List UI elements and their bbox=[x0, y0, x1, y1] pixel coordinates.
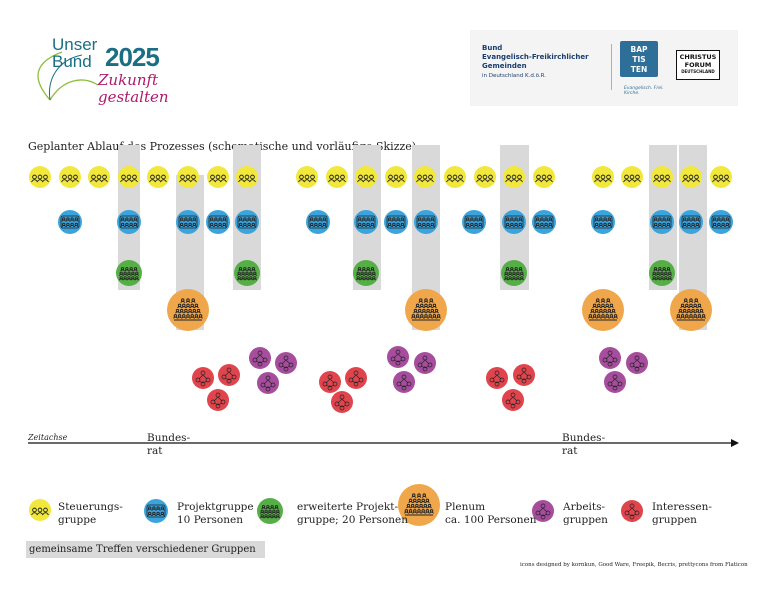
steuerung-group-icon bbox=[29, 166, 51, 188]
steuerung-group-icon bbox=[326, 166, 348, 188]
projekt-group-icon bbox=[144, 499, 168, 523]
plenum-group-icon bbox=[670, 289, 712, 331]
projekt-group-icon bbox=[235, 210, 259, 234]
projekt-group-icon bbox=[176, 210, 200, 234]
legend-arbeit-label: Arbeits-gruppen bbox=[563, 501, 608, 526]
bundesrat-label-1: Bundes-rat bbox=[147, 432, 191, 457]
christus-forum-logo: CHRISTUS FORUM DEUTSCHLAND bbox=[676, 50, 720, 80]
projekt-group-icon bbox=[306, 210, 330, 234]
interesse-group-icon bbox=[207, 389, 229, 411]
erweitert-group-icon bbox=[501, 260, 527, 286]
unser-bund-2025-logo: Unser Bund 2025 Zukunft gestalten bbox=[22, 30, 182, 108]
projekt-group-icon bbox=[414, 210, 438, 234]
logo-divider bbox=[611, 44, 612, 90]
steuerung-group-icon bbox=[621, 166, 643, 188]
projekt-group-icon bbox=[650, 210, 674, 234]
baptisten-logo: BAP TIS TEN bbox=[620, 41, 658, 77]
steuerung-group-icon bbox=[533, 166, 555, 188]
erweitert-group-icon bbox=[353, 260, 379, 286]
legend-plenum-label: Plenum ca. 100 Personen bbox=[445, 501, 537, 526]
arbeit-group-icon bbox=[387, 346, 409, 368]
arbeit-group-icon bbox=[393, 371, 415, 393]
interesse-group-icon bbox=[502, 389, 524, 411]
steuerung-group-icon bbox=[29, 499, 51, 521]
projekt-group-icon bbox=[679, 210, 703, 234]
befg-logo-text: Bund Evangelisch-Freikirchlicher Gemeind… bbox=[482, 44, 589, 79]
arbeit-group-icon bbox=[599, 347, 621, 369]
plenum-group-icon bbox=[582, 289, 624, 331]
steuerung-group-icon bbox=[710, 166, 732, 188]
legend-joint-meetings: gemeinsame Treffen verschiedener Gruppen bbox=[26, 541, 265, 558]
plenum-group-icon bbox=[398, 484, 440, 526]
legend-projekt-label: Projektgruppe 10 Personen bbox=[177, 501, 254, 526]
steuerung-group-icon bbox=[592, 166, 614, 188]
steuerung-group-icon bbox=[474, 166, 496, 188]
legend-erweitert-label: erweiterte Projekt-gruppe; 20 Personen bbox=[297, 501, 409, 526]
projekt-group-icon bbox=[532, 210, 556, 234]
steuerung-group-icon bbox=[88, 166, 110, 188]
icon-credit: icons designed by kornkun, Good Ware, Fr… bbox=[520, 562, 748, 568]
logo-year: 2025 bbox=[105, 42, 160, 72]
interesse-group-icon bbox=[331, 391, 353, 413]
steuerung-group-icon bbox=[651, 166, 673, 188]
projekt-group-icon bbox=[384, 210, 408, 234]
steuerung-group-icon bbox=[147, 166, 169, 188]
steuerung-group-icon bbox=[503, 166, 525, 188]
projekt-group-icon bbox=[502, 210, 526, 234]
projekt-group-icon bbox=[58, 210, 82, 234]
projekt-group-icon bbox=[709, 210, 733, 234]
steuerung-group-icon bbox=[118, 166, 140, 188]
timeline-arrow-icon bbox=[731, 439, 739, 447]
projekt-group-icon bbox=[591, 210, 615, 234]
interesse-group-icon bbox=[621, 500, 643, 522]
steuerung-group-icon bbox=[385, 166, 407, 188]
interesse-group-icon bbox=[513, 364, 535, 386]
steuerung-group-icon bbox=[59, 166, 81, 188]
interesse-group-icon bbox=[192, 367, 214, 389]
erweitert-group-icon bbox=[234, 260, 260, 286]
arbeit-group-icon bbox=[626, 352, 648, 374]
interesse-group-icon bbox=[218, 364, 240, 386]
erweitert-group-icon bbox=[257, 498, 283, 524]
erweitert-group-icon bbox=[116, 260, 142, 286]
arbeit-group-icon bbox=[257, 372, 279, 394]
legend-interesse-label: Interessen-gruppen bbox=[652, 501, 712, 526]
projekt-group-icon bbox=[462, 210, 486, 234]
erweitert-group-icon bbox=[649, 260, 675, 286]
partner-logos: Bund Evangelisch-Freikirchlicher Gemeind… bbox=[470, 30, 738, 106]
arbeit-group-icon bbox=[604, 371, 626, 393]
arbeit-group-icon bbox=[275, 352, 297, 374]
arbeit-group-icon bbox=[532, 500, 554, 522]
projekt-group-icon bbox=[354, 210, 378, 234]
baptisten-subtitle: Evangelisch. Frei. Kirche. bbox=[624, 86, 664, 96]
interesse-group-icon bbox=[345, 367, 367, 389]
projekt-group-icon bbox=[117, 210, 141, 234]
logo-tagline: Zukunft gestalten bbox=[98, 71, 169, 106]
plenum-group-icon bbox=[405, 289, 447, 331]
steuerung-group-icon bbox=[414, 166, 436, 188]
bundesrat-label-2: Bundes-rat bbox=[562, 432, 606, 457]
logo-unser-bund-text: Unser Bund bbox=[52, 35, 98, 71]
legend-steuerung-label: Steuerungs-gruppe bbox=[58, 501, 123, 526]
steuerung-group-icon bbox=[236, 166, 258, 188]
steuerung-group-icon bbox=[355, 166, 377, 188]
logo-swoosh-icon bbox=[37, 51, 99, 101]
interesse-group-icon bbox=[319, 371, 341, 393]
steuerung-group-icon bbox=[177, 166, 199, 188]
arbeit-group-icon bbox=[249, 347, 271, 369]
arbeit-group-icon bbox=[414, 352, 436, 374]
steuerung-group-icon bbox=[296, 166, 318, 188]
steuerung-group-icon bbox=[207, 166, 229, 188]
timeline-label: Zeitachse bbox=[28, 433, 68, 442]
plenum-group-icon bbox=[167, 289, 209, 331]
steuerung-group-icon bbox=[444, 166, 466, 188]
steuerung-group-icon bbox=[680, 166, 702, 188]
projekt-group-icon bbox=[206, 210, 230, 234]
interesse-group-icon bbox=[486, 367, 508, 389]
